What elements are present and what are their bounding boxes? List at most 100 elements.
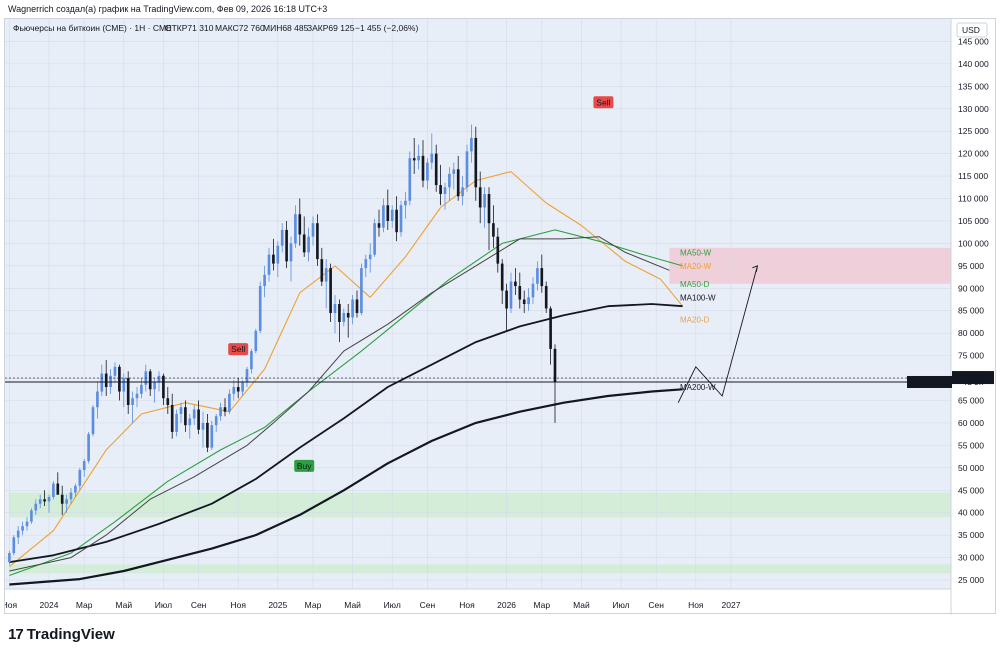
candle-body — [298, 214, 302, 235]
candle-body — [250, 351, 253, 370]
y-tick-label: 130 000 — [958, 104, 989, 114]
candle-body — [434, 153, 438, 186]
candle-body — [241, 382, 244, 392]
y-tick-label: 30 000 — [958, 553, 984, 563]
sell-signal[interactable]: Sell — [228, 343, 249, 356]
candle-body — [452, 169, 456, 174]
candle-body — [302, 234, 306, 253]
symbol-tag-label: BTCG2026 — [908, 377, 951, 387]
candle-body — [382, 205, 385, 228]
candle-body — [386, 205, 390, 221]
candle-body — [126, 378, 130, 405]
candle-body — [87, 434, 90, 462]
ma-line-stop-w — [9, 236, 670, 572]
tradingview-brand[interactable]: 17 TradingView — [8, 626, 115, 643]
x-tick-label: Ноя — [230, 600, 246, 610]
candle-body — [219, 407, 222, 417]
candle-body — [456, 169, 460, 197]
y-tick-label: 125 000 — [958, 126, 989, 136]
chart-frame[interactable]: Sell Buy Sell MA50-W MA20-W MA50-D MA100-W MA20… — [4, 18, 997, 615]
candle-body — [153, 382, 156, 390]
candle-body — [399, 205, 403, 233]
candle-body — [430, 153, 434, 163]
x-tick-label: Июл — [384, 600, 401, 610]
candle-body — [364, 259, 368, 269]
price-tag-label: 70 000 — [960, 373, 986, 383]
ma-label: MA100-W — [680, 293, 716, 302]
projection-arrow — [677, 265, 758, 403]
ma-line-ma200-w — [9, 388, 683, 586]
candle-body — [96, 391, 99, 408]
y-tick-label: 145 000 — [958, 36, 989, 46]
candle-body — [390, 209, 394, 221]
currency-badge[interactable] — [956, 22, 988, 38]
candle-body — [104, 373, 108, 388]
x-tick-label: Сен — [420, 600, 436, 610]
candle-body — [373, 223, 376, 255]
y-tick-label: 100 000 — [958, 238, 989, 248]
support-resistance-zone — [9, 492, 951, 518]
candle-body — [74, 485, 77, 493]
candle-body — [360, 268, 363, 313]
y-tick-label: 65 000 — [958, 395, 984, 405]
candle-body — [324, 268, 328, 282]
candle-body — [113, 366, 117, 376]
candle-body — [426, 162, 429, 181]
ma-label: MA50-D — [680, 280, 710, 289]
candle-body — [118, 366, 121, 392]
candle-body — [263, 274, 266, 287]
candle-body — [272, 254, 275, 264]
x-tick-label: 2025 — [268, 600, 287, 610]
sell-signal[interactable]: Sell — [593, 96, 614, 109]
y-tick-label: 25 000 — [958, 575, 984, 585]
x-tick-label: Сен — [648, 600, 664, 610]
candle-body — [12, 537, 16, 554]
y-tick-label: 35 000 — [958, 530, 984, 540]
x-tick-label: 2027 — [722, 600, 741, 610]
candle-body — [351, 299, 354, 318]
signal-badge — [294, 459, 315, 472]
candle-body — [395, 209, 398, 233]
candle-body — [135, 393, 139, 399]
candle-body — [56, 483, 60, 495]
candle-body — [100, 373, 104, 392]
candle-body — [109, 375, 112, 388]
candle-body — [368, 254, 372, 260]
candle-body — [346, 312, 350, 318]
buy-signal[interactable]: Buy — [294, 459, 315, 472]
candle-body — [122, 378, 126, 392]
candle-body — [417, 155, 420, 161]
symbol-tag — [907, 375, 952, 388]
chart-author-header: Wagnerrich создал(а) график на TradingVi… — [8, 4, 328, 14]
x-tick-label: Май — [344, 600, 361, 610]
y-tick-label: 50 000 — [958, 463, 984, 473]
candle-body — [192, 409, 196, 419]
x-tick-label: Мар — [76, 600, 93, 610]
candle-body — [65, 499, 68, 504]
ma-line-ma20-w — [9, 171, 684, 568]
price-chart[interactable]: Sell Buy Sell MA50-W MA20-W MA50-D MA100-W MA20… — [5, 19, 997, 615]
support-resistance-zone — [9, 564, 951, 574]
y-tick-label: 60 000 — [958, 418, 984, 428]
candle-body — [276, 245, 280, 264]
candle-body — [91, 407, 95, 435]
candle-body — [179, 407, 183, 414]
candle-body — [544, 286, 548, 309]
candle-body — [404, 200, 407, 206]
y-tick-label: 135 000 — [958, 81, 989, 91]
candle-body — [536, 268, 539, 284]
candle-body — [78, 470, 82, 486]
candle-body — [232, 387, 236, 394]
candle-body — [188, 418, 192, 426]
y-tick-label: 140 000 — [958, 59, 989, 69]
candle-body — [69, 492, 73, 500]
signal-badge — [593, 96, 614, 109]
candle-body — [311, 223, 315, 237]
candle-body — [148, 371, 152, 390]
candle-body — [16, 530, 20, 538]
signal-label: Buy — [297, 461, 312, 471]
candle-body — [197, 409, 200, 430]
candle-body — [549, 308, 552, 349]
candle-body — [316, 223, 319, 260]
countdown-label: 4d 9h — [962, 377, 984, 387]
